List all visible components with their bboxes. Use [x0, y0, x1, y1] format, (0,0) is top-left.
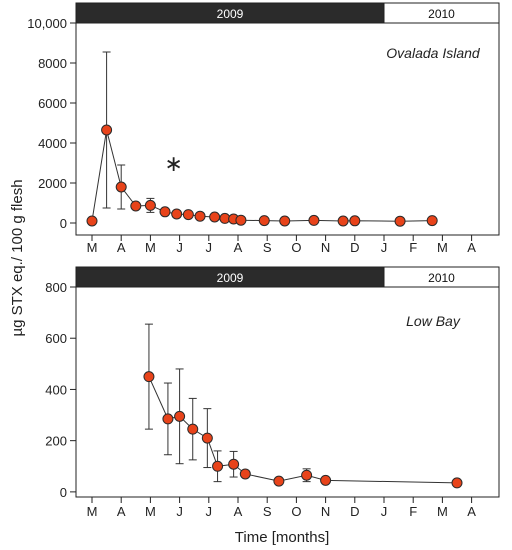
- data-point: [349, 215, 361, 227]
- data-point: [320, 474, 332, 486]
- data-point: [212, 460, 224, 472]
- y-tick-label: 10,000: [27, 16, 67, 31]
- x-tick-label: A: [467, 240, 476, 255]
- data-point: [86, 215, 98, 227]
- data-point: [301, 469, 313, 481]
- year-band-label: 2010: [428, 271, 455, 285]
- x-tick-label: J: [206, 240, 213, 255]
- data-point: [162, 413, 174, 425]
- x-tick-label: A: [234, 240, 243, 255]
- data-point: [394, 215, 406, 227]
- x-tick-label: J: [381, 240, 388, 255]
- data-point: [239, 468, 251, 480]
- data-point: [187, 423, 199, 435]
- data-point: [279, 215, 291, 227]
- data-point: [201, 432, 213, 444]
- year-band-label: 2009: [217, 271, 244, 285]
- chart-panel: 2009 2010 0 200 400 600 800 M A M J J A S O N D J F M A Low B…: [45, 266, 500, 519]
- x-tick-label: A: [234, 504, 243, 519]
- y-axis-title: µg STX eq./ 100 g flesh: [9, 179, 26, 336]
- data-point: [143, 371, 155, 383]
- significance-asterisk: ∗: [165, 151, 183, 176]
- x-tick-label: M: [87, 240, 98, 255]
- y-tick-label: 6000: [38, 96, 67, 111]
- y-tick-label: 800: [45, 280, 67, 295]
- data-point: [194, 210, 206, 222]
- plot-frame: [75, 22, 500, 236]
- plot-frame: [75, 286, 500, 498]
- data-point: [426, 215, 438, 227]
- data-point: [144, 199, 156, 211]
- x-tick-label: M: [437, 504, 448, 519]
- data-point: [337, 215, 349, 227]
- data-point: [451, 477, 463, 489]
- x-tick-label: O: [291, 240, 301, 255]
- y-tick-label: 400: [45, 382, 67, 397]
- data-point: [258, 215, 270, 227]
- x-tick-label: J: [176, 240, 183, 255]
- x-tick-label: A: [467, 504, 476, 519]
- x-axis-title: Time [months]: [235, 529, 329, 546]
- data-point: [182, 209, 194, 221]
- data-point: [209, 211, 221, 223]
- data-point: [308, 214, 320, 226]
- y-tick-label: 600: [45, 331, 67, 346]
- y-tick-label: 0: [60, 216, 67, 231]
- x-tick-label: M: [437, 240, 448, 255]
- x-tick-label: J: [381, 504, 388, 519]
- y-tick-label: 200: [45, 434, 67, 449]
- chart-panel: 2009 2010 0 2000 4000 6000 8000 10,000 M A M J J A S O N…: [27, 2, 500, 255]
- data-point: [159, 206, 171, 218]
- y-tick-label: 2000: [38, 176, 67, 191]
- data-point: [174, 410, 186, 422]
- x-tick-label: A: [117, 504, 126, 519]
- x-tick-label: F: [409, 240, 417, 255]
- y-tick-label: 4000: [38, 136, 67, 151]
- x-tick-label: J: [206, 504, 213, 519]
- x-tick-label: S: [263, 504, 272, 519]
- data-point: [130, 200, 142, 212]
- series-line: [91, 129, 433, 222]
- data-point: [115, 181, 127, 193]
- panel-title: Ovalada Island: [386, 45, 481, 61]
- panel-title: Low Bay: [406, 313, 461, 329]
- data-point: [228, 458, 240, 470]
- y-tick-label: 0: [60, 485, 67, 500]
- y-tick-label: 8000: [38, 56, 67, 71]
- x-tick-label: O: [291, 504, 301, 519]
- x-tick-label: J: [176, 504, 183, 519]
- x-tick-label: S: [263, 240, 272, 255]
- data-point: [273, 475, 285, 487]
- x-tick-label: M: [87, 504, 98, 519]
- x-tick-label: D: [350, 240, 359, 255]
- year-band-label: 2010: [428, 7, 455, 21]
- x-tick-label: M: [145, 240, 156, 255]
- x-tick-label: N: [321, 504, 330, 519]
- data-point: [171, 208, 183, 220]
- data-point: [235, 214, 247, 226]
- x-tick-label: A: [117, 240, 126, 255]
- x-tick-label: F: [409, 504, 417, 519]
- data-point: [101, 124, 113, 136]
- year-band-label: 2009: [217, 7, 244, 21]
- x-tick-label: N: [321, 240, 330, 255]
- x-tick-label: M: [145, 504, 156, 519]
- x-tick-label: D: [350, 504, 359, 519]
